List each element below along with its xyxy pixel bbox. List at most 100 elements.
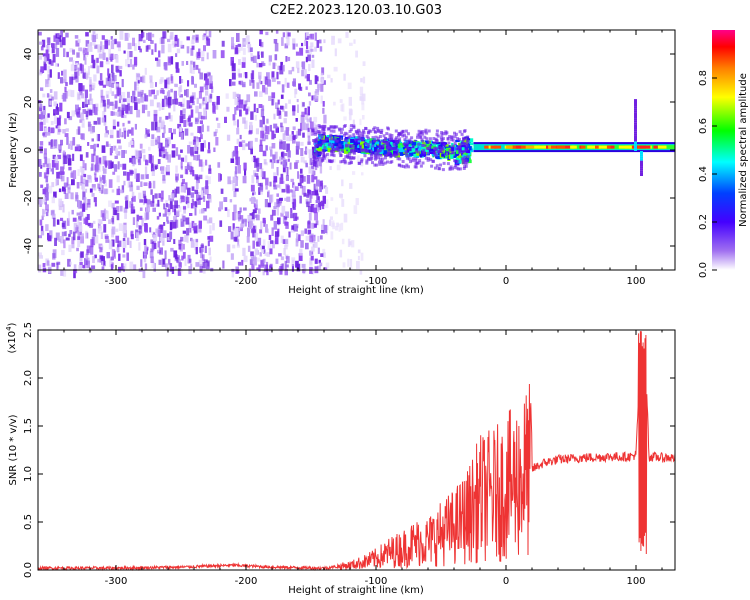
signal-halo	[312, 139, 315, 142]
signal-cell	[361, 144, 364, 149]
noise-cell	[129, 261, 134, 271]
noise-cell	[117, 240, 122, 247]
noise-cell	[260, 80, 263, 85]
noise-cell	[164, 250, 167, 260]
noise-cell	[157, 199, 160, 207]
signal-halo	[318, 130, 322, 134]
noise-cell	[171, 144, 176, 149]
noise-cell	[119, 128, 122, 138]
signal-cell	[415, 153, 420, 156]
noise-cell	[79, 166, 84, 173]
noise-cell	[261, 51, 264, 58]
noise-cell	[110, 73, 114, 78]
noise-cell	[234, 166, 238, 175]
noise-cell	[165, 151, 169, 160]
noise-cell	[301, 263, 306, 268]
noise-cell	[223, 197, 228, 202]
noise-cell	[241, 219, 244, 228]
y-tick-label: 40	[23, 48, 34, 61]
noise-cell	[274, 202, 277, 209]
signal-halo	[388, 137, 392, 141]
noise-cell	[187, 200, 190, 209]
spike-cell	[640, 170, 643, 173]
noise-cell	[281, 205, 286, 214]
signal-halo	[426, 158, 430, 162]
noise-cell	[174, 34, 178, 42]
noise-cell	[102, 111, 106, 120]
noise-cell	[122, 98, 127, 102]
noise-cell	[111, 161, 114, 169]
noise-cell	[275, 102, 279, 109]
noise-cell	[189, 228, 192, 233]
noise-cell	[42, 132, 45, 136]
noise-cell	[276, 126, 279, 133]
noise-cell	[55, 107, 60, 115]
noise-cell	[74, 35, 79, 39]
noise-cell	[268, 61, 271, 66]
noise-cell	[43, 148, 47, 155]
signal-halo	[394, 147, 398, 151]
noise-cell	[145, 160, 149, 166]
noise-cell	[195, 105, 199, 114]
noise-cell	[268, 55, 272, 62]
signal-halo	[463, 165, 467, 169]
noise-cell	[77, 39, 81, 43]
noise-cell	[238, 141, 243, 147]
signal-halo	[407, 154, 411, 158]
noise-cell	[112, 119, 116, 126]
spike-cell	[634, 112, 637, 115]
noise-cell	[232, 176, 236, 184]
noise-cell	[243, 104, 247, 111]
noise-cell	[203, 107, 207, 117]
signal-halo	[360, 158, 364, 162]
noise-cell	[203, 196, 206, 202]
noise-cell	[250, 146, 253, 155]
noise-cell	[111, 64, 114, 74]
noise-cell	[258, 264, 261, 272]
noise-cell	[269, 159, 272, 163]
snr-x-ticks: -300 -200 -100 0 100	[37, 330, 663, 587]
noise-cell	[256, 108, 259, 113]
noise-cell	[269, 181, 272, 187]
noise-cell	[172, 221, 177, 229]
signal-halo	[347, 143, 351, 147]
noise-cell	[121, 92, 126, 98]
signal-halo	[421, 161, 425, 165]
noise-cell	[95, 155, 99, 165]
signal-halo	[416, 150, 420, 154]
signal-cell	[467, 157, 471, 161]
signal-halo	[365, 149, 369, 153]
noise-cell	[350, 266, 353, 271]
noise-cell	[296, 141, 300, 150]
noise-cell	[249, 213, 253, 217]
noise-cell	[247, 245, 251, 252]
noise-cell	[91, 193, 95, 197]
noise-cell	[231, 72, 236, 80]
noise-cell	[164, 148, 167, 157]
noise-cell	[230, 158, 235, 163]
signal-halo	[339, 137, 343, 141]
noise-cell	[129, 105, 133, 115]
noise-cell	[158, 149, 162, 157]
noise-cell	[273, 184, 278, 190]
noise-cell	[280, 105, 284, 110]
noise-cell	[104, 236, 109, 240]
noise-cell	[38, 198, 43, 205]
signal-halo	[465, 161, 469, 165]
signal-halo	[390, 137, 394, 141]
noise-cell	[285, 221, 289, 229]
y-tick-label: -40	[23, 238, 34, 254]
noise-cell	[38, 252, 42, 257]
x-tick-label: 100	[626, 576, 645, 587]
signal-halo	[382, 134, 386, 138]
noise-cell	[206, 200, 210, 209]
noise-cell	[244, 168, 247, 176]
noise-cell	[253, 197, 256, 202]
noise-cell	[155, 228, 159, 234]
noise-cell	[320, 253, 324, 257]
signal-halo	[440, 131, 444, 134]
noise-cell	[147, 111, 151, 117]
noise-cell	[254, 137, 258, 142]
signal-halo	[328, 134, 332, 138]
noise-cell	[285, 175, 289, 181]
